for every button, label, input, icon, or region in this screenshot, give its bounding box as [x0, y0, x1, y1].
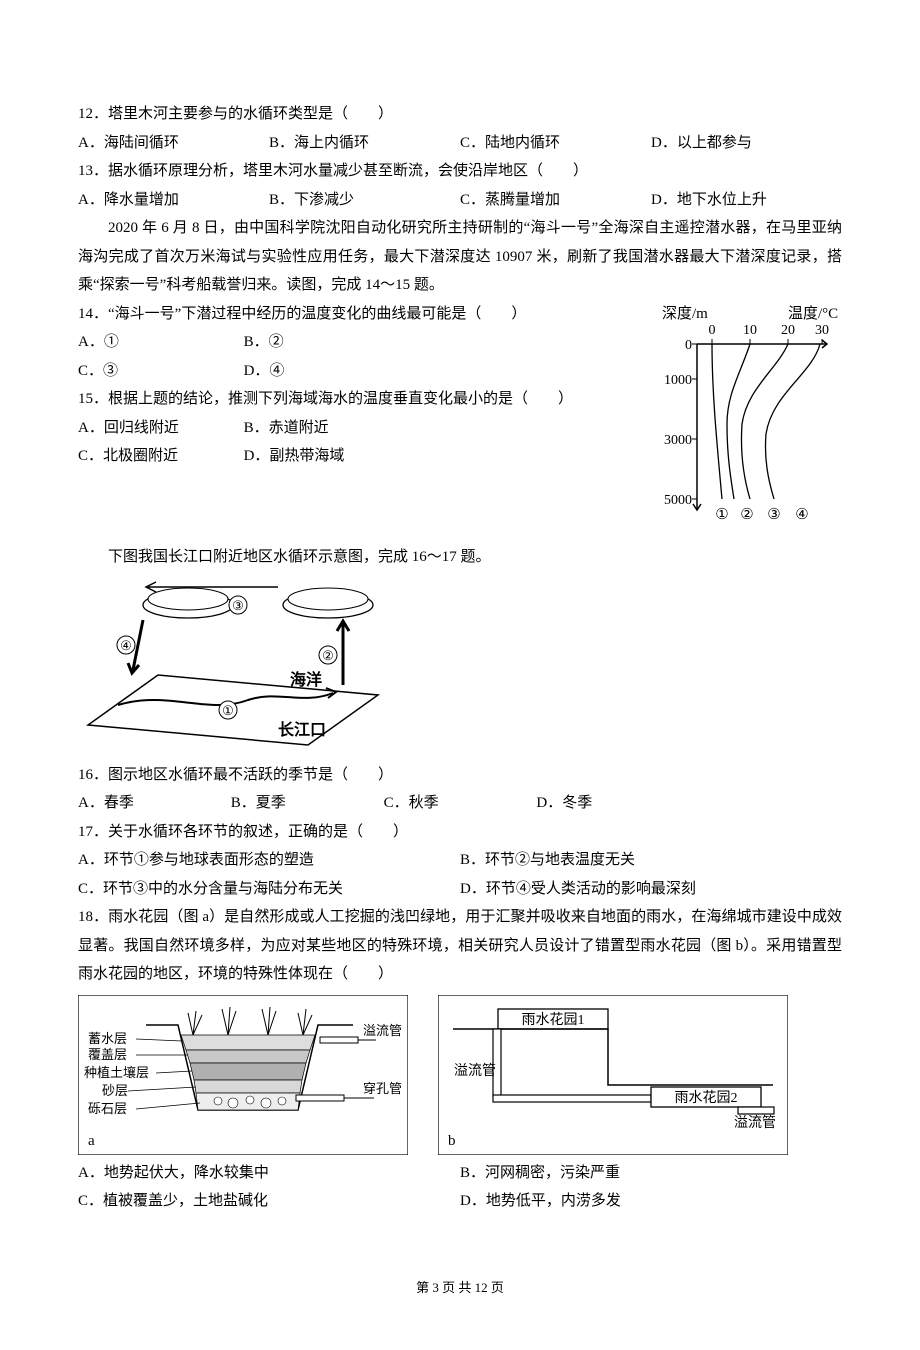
fig-a-layer-store: 蓄水层: [88, 1031, 127, 1046]
q13-opt-d: D．地下水位上升: [651, 186, 842, 215]
curve-label-2: ②: [740, 507, 753, 523]
q16-opt-c: C．秋季: [384, 789, 537, 818]
q16-opt-b: B．夏季: [231, 789, 384, 818]
question-15-stem: 15．根据上题的结论，推测下列海域海水的温度垂直变化最小的是（ ）: [78, 385, 630, 414]
ytick-1000: 1000: [664, 373, 692, 388]
question-15-options-2: C．北极圈附近 D．副热带海域: [78, 442, 630, 471]
q18-opt-c: C．植被覆盖少，土地盐碱化: [78, 1187, 460, 1216]
fig-b-letter: b: [448, 1133, 456, 1149]
depth-chart-xlabel: 温度/°C: [788, 305, 838, 322]
question-14-stem: 14．“海斗一号”下潜过程中经历的温度变化的曲线最可能是（ ）: [78, 300, 630, 329]
depth-temperature-chart: 深度/m 温度/°C 0 10 20 30: [642, 304, 842, 529]
cycle-label-ocean: 海洋: [290, 670, 322, 689]
fig-a-layer-sand: 砂层: [102, 1083, 128, 1098]
question-16-stem: 16．图示地区水循环最不活跃的季节是（ ）: [78, 761, 842, 790]
question-15-options: A．回归线附近 B．赤道附近: [78, 414, 630, 443]
fig-a-layer-gravel: 砾石层: [88, 1101, 127, 1116]
passage-q16-17: 下图我国长江口附近地区水循环示意图，完成 16～17 题。: [78, 543, 842, 572]
q15-opt-a: A．回归线附近: [78, 414, 244, 443]
fig-a-layer-cover: 覆盖层: [88, 1047, 127, 1062]
q15-opt-c: C．北极圈附近: [78, 442, 244, 471]
fig-a-perforated: 穿孔管: [363, 1081, 402, 1096]
question-14-options-2: C．③ D．④: [78, 357, 630, 386]
q14-opt-a: A．①: [78, 328, 244, 357]
q14-opt-d: D．④: [244, 357, 410, 386]
q16-opt-d: D．冬季: [536, 789, 689, 818]
q18-opt-b: B．河网稠密，污染严重: [460, 1159, 842, 1188]
q12-opt-c: C．陆地内循环: [460, 129, 651, 158]
figure-a: 溢流管 穿孔管 蓄水层 覆盖层 种植土壤层 砂层 砾石层: [78, 995, 408, 1155]
q15-opt-d: D．副热带海域: [244, 442, 410, 471]
curve-label-4: ④: [795, 507, 808, 523]
q15-opt-b: B．赤道附近: [244, 414, 410, 443]
cycle-label-river: 长江口: [278, 720, 326, 739]
cycle-label-3: ③: [232, 598, 244, 613]
xtick-30: 30: [815, 323, 829, 338]
q17-opt-c: C．环节③中的水分含量与海陆分布无关: [78, 875, 460, 904]
fig-b-garden1: 雨水花园1: [522, 1012, 585, 1028]
q12-opt-a: A．海陆间循环: [78, 129, 269, 158]
cycle-label-1: ①: [222, 703, 234, 718]
q18-opt-d: D．地势低平，内涝多发: [460, 1187, 842, 1216]
xtick-20: 20: [781, 323, 795, 338]
ytick-3000: 3000: [664, 433, 692, 448]
passage-q14-15: 2020 年 6 月 8 日，由中国科学院沈阳自动化研究所主持研制的“海斗一号”…: [78, 214, 842, 300]
q14-opt-c: C．③: [78, 357, 244, 386]
ytick-5000: 5000: [664, 493, 692, 508]
depth-chart-ylabel: 深度/m: [662, 305, 708, 322]
water-cycle-figure: ③ ② ④ ① 海洋 长江口: [78, 575, 388, 750]
q12-opt-b: B．海上内循环: [269, 129, 460, 158]
curve-label-1: ①: [715, 507, 728, 523]
curve-2: [727, 344, 750, 499]
question-17-options: A．环节①参与地球表面形态的塑造 B．环节②与地表温度无关 C．环节③中的水分含…: [78, 846, 842, 903]
fig-a-letter: a: [88, 1133, 95, 1149]
q14-opt-b: B．②: [244, 328, 410, 357]
question-14-options: A．① B．②: [78, 328, 630, 357]
xtick-10: 10: [743, 323, 757, 338]
curve-3: [741, 344, 788, 499]
question-18-stem: 18．雨水花园（图 a）是自然形成或人工挖掘的浅凹绿地，用于汇聚并吸收来自地面的…: [78, 903, 842, 989]
question-12-stem: 12．塔里木河主要参与的水循环类型是（ ）: [78, 100, 842, 129]
fig-a-layer-soil: 种植土壤层: [84, 1065, 149, 1080]
curve-label-3: ③: [767, 507, 780, 523]
xtick-0: 0: [709, 323, 716, 338]
cycle-label-2: ②: [322, 648, 334, 663]
q17-opt-a: A．环节①参与地球表面形态的塑造: [78, 846, 460, 875]
question-12-options: A．海陆间循环 B．海上内循环 C．陆地内循环 D．以上都参与: [78, 129, 842, 158]
q17-opt-b: B．环节②与地表温度无关: [460, 846, 842, 875]
q13-opt-b: B．下渗减少: [269, 186, 460, 215]
figure-b: 雨水花园1 溢流管 雨水花园2 溢流管 b: [438, 995, 788, 1155]
q13-opt-c: C．蒸腾量增加: [460, 186, 651, 215]
fig-b-garden2: 雨水花园2: [675, 1090, 738, 1106]
question-18-options: A．地势起伏大，降水较集中 B．河网稠密，污染严重 C．植被覆盖少，土地盐碱化 …: [78, 1159, 842, 1216]
question-17-stem: 17．关于水循环各环节的叙述，正确的是（ ）: [78, 818, 842, 847]
q18-opt-a: A．地势起伏大，降水较集中: [78, 1159, 460, 1188]
fig-b-overflow-2: 溢流管: [734, 1115, 776, 1131]
q16-opt-a: A．春季: [78, 789, 231, 818]
cycle-label-4: ④: [120, 638, 132, 653]
ytick-0: 0: [685, 338, 692, 353]
q12-opt-d: D．以上都参与: [651, 129, 842, 158]
fig-a-overflow: 溢流管: [363, 1023, 402, 1038]
page-footer: 第 3 页 共 12 页: [78, 1276, 842, 1301]
fig-b-overflow-1: 溢流管: [454, 1063, 496, 1079]
question-13-stem: 13．据水循环原理分析，塔里木河水量减少甚至断流，会使沿岸地区（ ）: [78, 157, 842, 186]
question-16-options: A．春季 B．夏季 C．秋季 D．冬季: [78, 789, 842, 818]
question-13-options: A．降水量增加 B．下渗减少 C．蒸腾量增加 D．地下水位上升: [78, 186, 842, 215]
q13-opt-a: A．降水量增加: [78, 186, 269, 215]
q17-opt-d: D．环节④受人类活动的影响最深刻: [460, 875, 842, 904]
curve-1: [712, 344, 722, 499]
